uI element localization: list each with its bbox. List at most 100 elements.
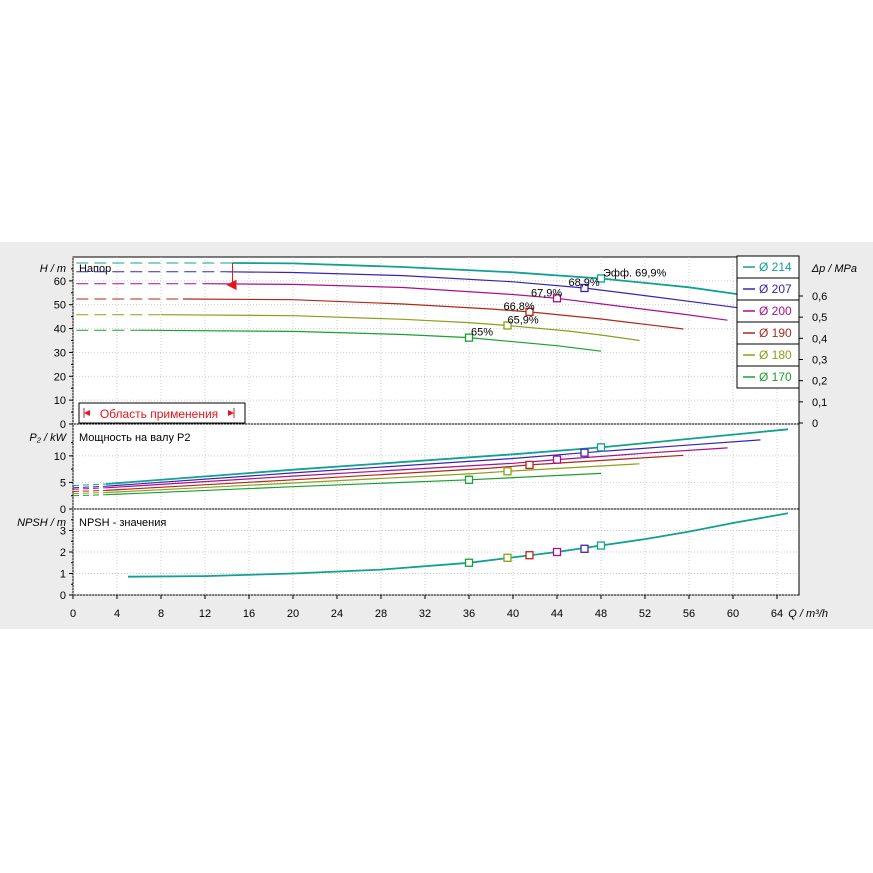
legend-label: Ø 200 [759,304,792,318]
legend-label: Ø 207 [759,282,792,296]
npsh-marker [503,553,512,562]
x-tick-label: 24 [331,608,343,620]
power-curve [105,447,728,489]
panel-title-head: Напор [79,263,111,275]
legend-label: Ø 170 [759,370,792,384]
y-tick-label: 2 [60,547,66,559]
x-axis-label: Q / m³/h [788,608,828,620]
npsh-marker [525,551,534,560]
power-curve-dashed [72,483,107,487]
npsh-marker [596,541,606,550]
legend-label: Ø 190 [759,326,792,340]
head-curve [204,283,728,321]
power-marker [525,460,534,470]
power-curve-dashed [72,489,107,492]
y-tick-label: 40 [54,324,66,336]
application-range-box [78,402,246,424]
power-marker [503,467,512,476]
y-tick-label: 20 [54,371,66,383]
right-y-tick-label: 0,3 [812,355,827,367]
application-range-box-right-arrow [228,410,234,416]
x-tick-label: 40 [507,608,519,620]
x-tick-label: 64 [771,608,783,620]
x-tick-label: 8 [158,608,164,620]
y-tick-label: 5 [60,477,66,489]
y-tick-label: 0 [60,419,66,431]
y-tick-label: 3 [60,526,66,538]
x-tick-label: 60 [727,608,739,620]
y-axis-label-head: H / m [40,263,66,275]
y-tick-label: 50 [54,300,66,312]
right-y-tick-label: 0,4 [812,333,827,345]
efficiency-marker [503,321,512,330]
x-tick-label: 4 [114,608,120,620]
y-tick-label: 0 [60,504,66,516]
efficiency-label: 65% [471,327,493,339]
efficiency-label: 66,8% [504,301,535,313]
efficiency-label: Эфф. 69,9% [603,267,667,279]
x-tick-label: 28 [375,608,387,620]
power-curve-dashed [72,485,107,489]
efficiency-marker [596,274,606,283]
y-tick-label: 1 [60,569,66,581]
x-tick-label: 36 [463,608,475,620]
y-tick-label: 30 [54,347,66,359]
y-tick-label: 10 [54,451,66,463]
power-curve-dashed [72,487,107,490]
legend-label: Ø 180 [759,348,792,362]
power-curve-dashed [72,494,107,497]
x-tick-label: 16 [243,608,255,620]
head-curve [182,298,684,330]
x-tick-label: 44 [551,608,563,620]
y-tick-label: 0 [60,590,66,602]
efficiency-label: 65,9% [508,314,539,326]
right-y-tick-label: 0,2 [812,376,827,388]
panel-title-power: Мощность на валу P2 [79,432,191,444]
npsh-curve [127,512,789,578]
power-curve [105,454,684,491]
power-marker [464,475,474,484]
efficiency-marker [580,283,589,293]
head-curve [160,314,640,342]
power-marker [552,455,562,464]
panel-title-npsh: NPSH - значения [79,517,166,529]
npsh-marker [580,544,589,553]
legend-entry [736,365,800,389]
application-range-left-arrow [226,279,237,291]
efficiency-marker [525,307,534,317]
efficiency-marker [552,294,562,303]
x-tick-label: 48 [595,608,607,620]
x-tick-label: 52 [639,608,651,620]
y-tick-label: 60 [54,276,66,288]
application-range-box-left-arrow [84,410,90,416]
power-marker [580,448,589,457]
power-curve [105,463,640,494]
head-curve [226,271,761,312]
power-curve-dashed [72,492,107,495]
y-tick-label: 10 [54,395,66,407]
x-tick-label: 0 [70,608,76,620]
y-axis-label-pressure: Δp / MPa [811,263,857,275]
application-range-label: Область применения [100,407,218,421]
y-axis-label-power: P₂ / kW [29,432,67,444]
efficiency-label: 68,9% [569,277,600,289]
x-tick-label: 20 [287,608,299,620]
x-tick-label: 32 [419,608,431,620]
efficiency-label: 67,9% [531,287,562,299]
right-y-tick-label: 0 [812,418,818,430]
right-y-tick-label: 0,6 [812,291,827,303]
right-y-tick-label: 0,5 [812,312,827,324]
y-axis-label-npsh: NPSH / m [17,517,66,529]
npsh-marker [552,547,562,557]
efficiency-marker [464,333,474,342]
plot-area-1 [72,256,800,425]
power-curve [105,428,789,485]
legend-label: Ø 214 [759,260,792,274]
power-marker [596,443,606,452]
x-tick-label: 12 [199,608,211,620]
x-tick-label: 56 [683,608,695,620]
power-curve [105,439,761,487]
npsh-marker [464,558,474,567]
plot-area-2 [72,423,800,510]
